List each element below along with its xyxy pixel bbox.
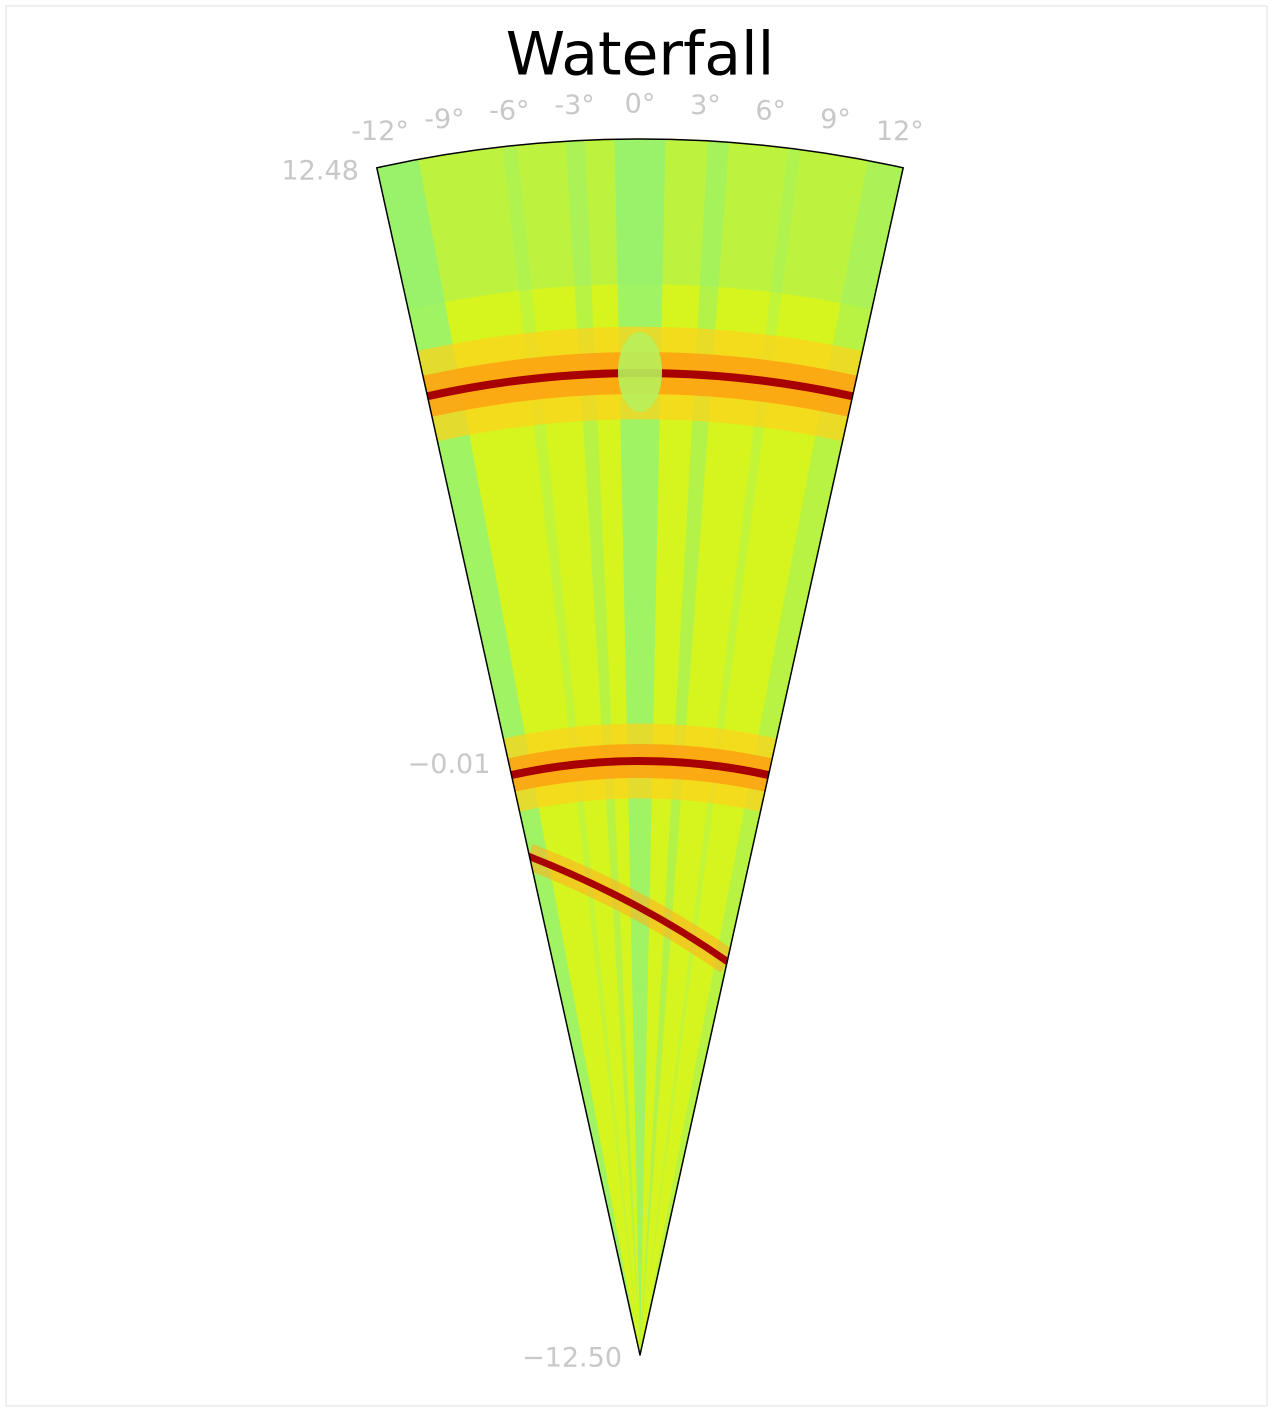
theta-tick-label: -12° xyxy=(351,116,409,147)
theta-tick-label: -3° xyxy=(554,90,594,121)
theta-tick-label: -6° xyxy=(489,95,529,126)
theta-tick-label: 6° xyxy=(755,95,786,126)
heat-band xyxy=(526,852,731,965)
r-tick-label: −0.01 xyxy=(408,749,491,780)
heatmap xyxy=(376,138,904,1355)
frame xyxy=(5,5,1268,1407)
theta-tick-label: -9° xyxy=(424,104,464,135)
heat-band xyxy=(510,757,770,779)
r-tick-label: 12.48 xyxy=(282,155,359,186)
heat-gap xyxy=(618,332,662,412)
chart-title: Waterfall xyxy=(506,20,775,90)
wedge-outline xyxy=(375,138,905,1356)
r-tick-label: −12.50 xyxy=(522,1343,622,1374)
theta-tick-label: 12° xyxy=(876,116,924,147)
heat-top xyxy=(376,138,904,310)
theta-tick-label: 3° xyxy=(690,90,721,121)
theta-tick-label: 9° xyxy=(820,104,851,135)
theta-tick-label: 0° xyxy=(625,89,656,120)
